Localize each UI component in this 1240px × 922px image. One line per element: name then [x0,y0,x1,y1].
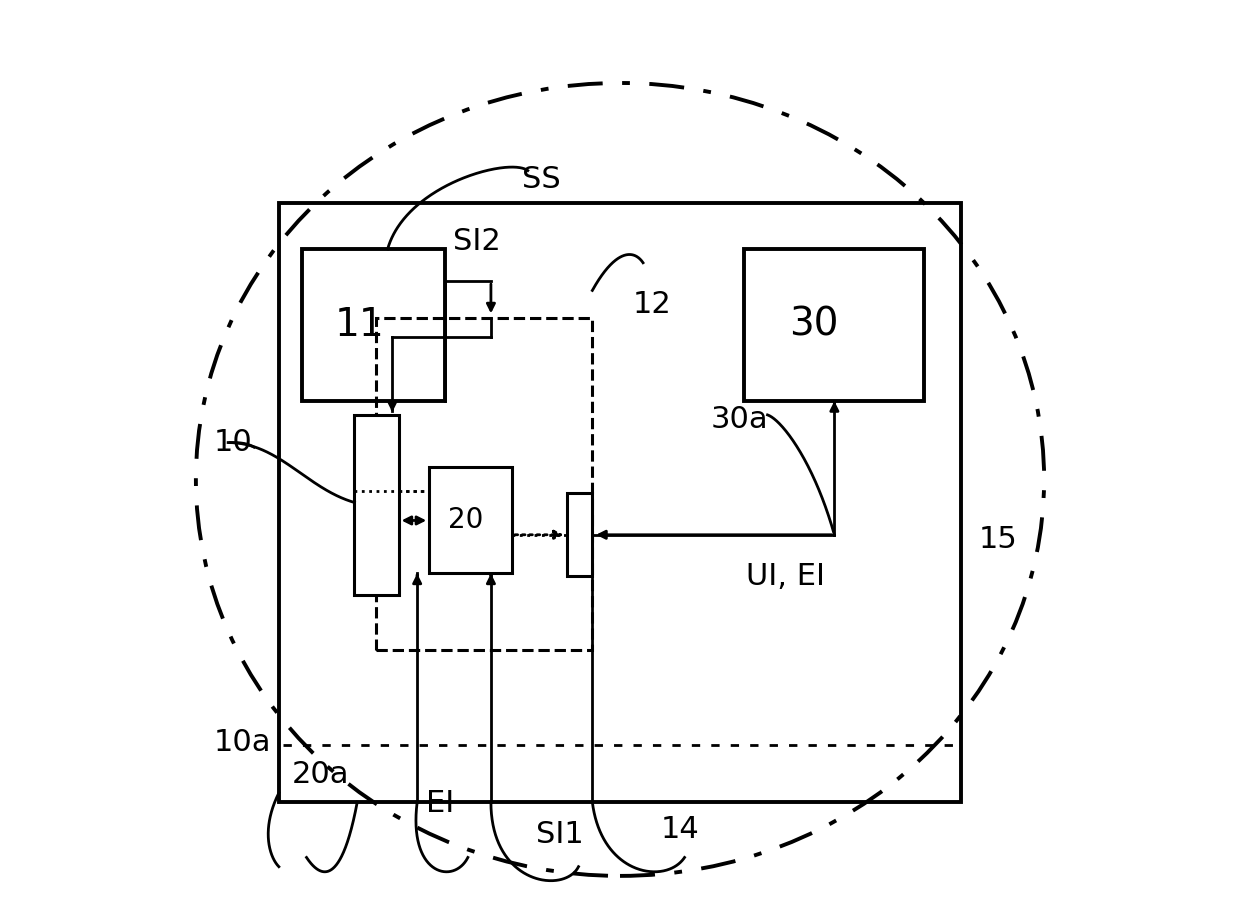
Text: 30a: 30a [711,405,769,434]
Text: 30: 30 [789,305,838,344]
Text: SI1: SI1 [536,820,584,849]
Text: 15: 15 [978,525,1017,554]
Bar [376,318,593,650]
Text: 20a: 20a [291,760,350,789]
Text: 12: 12 [632,290,672,319]
Bar [429,467,512,573]
Text: SS: SS [522,165,560,195]
Text: 10a: 10a [213,727,270,757]
Text: EI: EI [427,789,454,819]
Bar [567,493,593,576]
Bar [279,203,961,802]
Bar [744,249,924,401]
Text: 14: 14 [661,815,699,845]
Bar [355,415,399,595]
Text: UI, EI: UI, EI [746,561,826,591]
Text: 20: 20 [449,506,484,534]
Bar [301,249,445,401]
Text: SI2: SI2 [453,227,501,256]
Text: 11: 11 [335,305,384,344]
Text: 10: 10 [213,428,252,457]
